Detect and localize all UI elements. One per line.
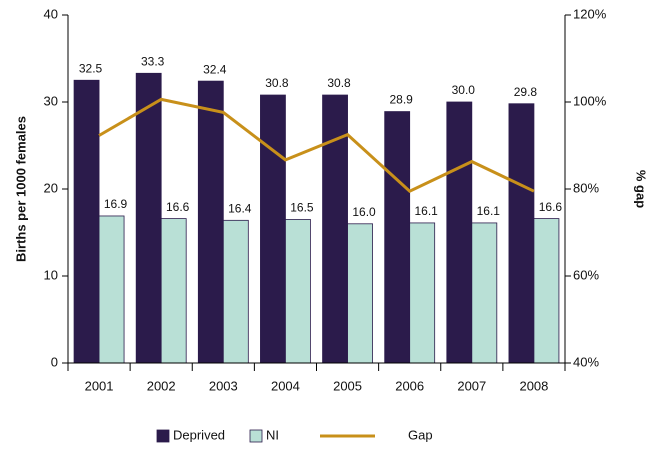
bar	[73, 79, 100, 364]
value-label: 16.5	[290, 201, 314, 215]
value-label: 30.8	[265, 76, 289, 90]
bar	[446, 101, 473, 364]
value-label: 30.8	[327, 76, 351, 90]
bar	[409, 222, 436, 364]
bar	[533, 218, 560, 364]
value-label: 33.3	[141, 54, 165, 68]
legend-swatch	[156, 429, 170, 443]
value-label: 32.5	[79, 61, 103, 75]
y2-tick-label: 120%	[573, 6, 607, 21]
x-tick-label: 2008	[519, 378, 548, 393]
bar	[285, 219, 311, 364]
x-tick-label: 2004	[271, 378, 300, 393]
value-label: 16.9	[104, 197, 128, 211]
bar	[135, 72, 162, 364]
y-tick-label: 40	[44, 6, 58, 21]
value-label: 28.9	[390, 93, 414, 107]
bar	[197, 80, 224, 364]
y-tick-label: 20	[44, 180, 58, 195]
bar	[508, 103, 535, 364]
bar	[260, 94, 286, 364]
bar	[384, 111, 411, 364]
y2-axis-label: % gap	[634, 170, 649, 208]
y-tick-label: 10	[44, 267, 58, 282]
value-label: 29.8	[514, 85, 538, 99]
bar	[222, 219, 249, 364]
bar	[471, 222, 498, 364]
value-label: 16.4	[228, 201, 252, 215]
legend-label: Deprived	[173, 427, 225, 442]
value-label: 16.6	[539, 200, 563, 214]
value-label: 16.1	[477, 204, 501, 218]
value-label: 16.6	[166, 200, 190, 214]
y2-tick-label: 60%	[573, 267, 599, 282]
legend-label: Gap	[408, 427, 433, 442]
value-label: 32.4	[203, 62, 227, 76]
y-axis-label: Births per 1000 females	[13, 116, 28, 262]
value-label: 16.1	[415, 204, 439, 218]
bar	[98, 215, 125, 364]
bar	[160, 218, 187, 364]
y2-tick-label: 80%	[573, 180, 599, 195]
x-tick-label: 2005	[333, 378, 362, 393]
legend-swatch	[249, 429, 263, 443]
x-tick-label: 2006	[395, 378, 424, 393]
x-tick-label: 2003	[209, 378, 238, 393]
y2-tick-label: 100%	[573, 93, 607, 108]
y-tick-label: 30	[44, 93, 58, 108]
line	[98, 97, 535, 193]
x-tick-label: 2001	[85, 378, 114, 393]
y-tick-label: 0	[51, 354, 58, 369]
y2-tick-label: 40%	[573, 354, 599, 369]
x-tick-label: 2002	[147, 378, 176, 393]
bar	[347, 223, 373, 364]
value-label: 30.0	[452, 83, 476, 97]
value-label: 16.0	[352, 205, 376, 219]
legend-label: NI	[266, 427, 279, 442]
x-tick-label: 2007	[457, 378, 486, 393]
